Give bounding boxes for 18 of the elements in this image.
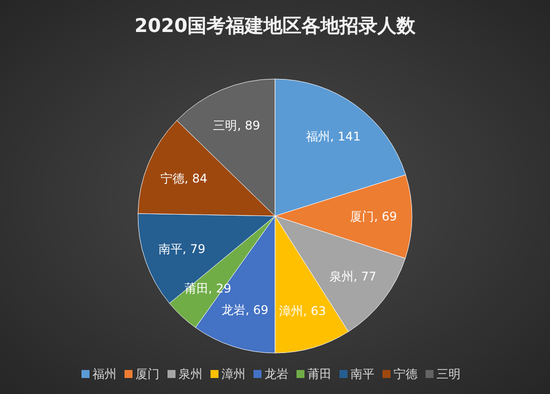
data-label: 厦门, 69 [350,210,398,224]
data-label: 福州, 141 [306,130,361,144]
legend-label: 莆田 [308,367,332,381]
data-label: 南平, 79 [158,242,206,256]
legend-label: 宁德 [394,367,418,381]
legend-label: 厦门 [136,367,160,381]
legend-label: 泉州 [178,367,202,381]
chart-title: 2020国考福建地区各地招录人数 [134,15,416,37]
data-label: 泉州, 77 [329,270,376,284]
legend-label: 龙岩 [264,367,288,381]
data-label: 龙岩, 69 [221,303,268,318]
data-label: 宁德, 84 [160,171,208,186]
legend-label: 福州 [92,367,116,381]
legend-label: 南平 [350,367,374,381]
data-label: 三明, 89 [213,118,260,132]
legend-label: 漳州 [222,367,246,381]
legend-label: 三明 [436,367,460,381]
data-label: 漳州, 63 [279,304,326,318]
